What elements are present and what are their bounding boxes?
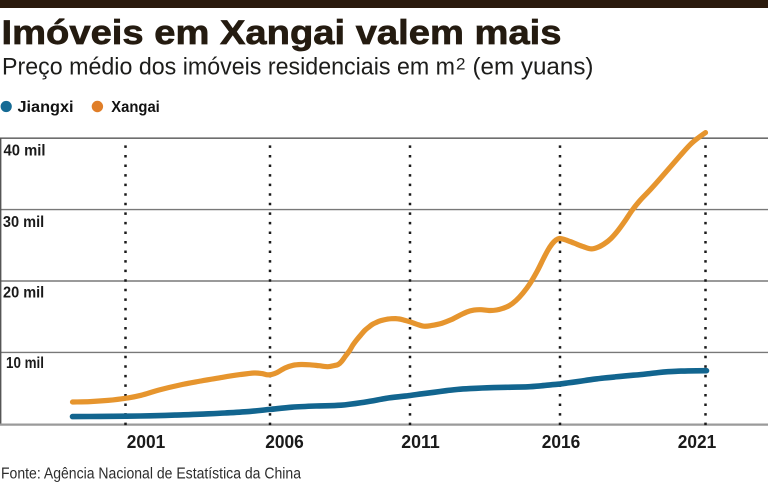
svg-text:2011: 2011 bbox=[401, 431, 440, 452]
svg-text:10 mil: 10 mil bbox=[6, 355, 44, 372]
svg-text:2021: 2021 bbox=[678, 431, 717, 452]
svg-text:Imóveis em Xangai valem mais: Imóveis em Xangai valem mais bbox=[2, 14, 562, 52]
svg-text:2: 2 bbox=[456, 55, 465, 74]
svg-text:2016: 2016 bbox=[542, 431, 581, 452]
svg-text:30 mil: 30 mil bbox=[3, 214, 44, 231]
svg-text:Preço médio dos imóveis reside: Preço médio dos imóveis residenciais em … bbox=[2, 54, 455, 81]
svg-text:20 mil: 20 mil bbox=[3, 284, 44, 301]
svg-text:Jiangxi: Jiangxi bbox=[18, 99, 74, 116]
svg-text:40 mil: 40 mil bbox=[4, 143, 46, 160]
svg-text:Xangai: Xangai bbox=[111, 99, 160, 116]
svg-text:2006: 2006 bbox=[265, 431, 304, 452]
svg-text:2001: 2001 bbox=[127, 431, 166, 452]
svg-text:(em yuans): (em yuans) bbox=[473, 54, 594, 81]
svg-text:Fonte: Agência Nacional de Est: Fonte: Agência Nacional de Estatística d… bbox=[1, 465, 301, 482]
